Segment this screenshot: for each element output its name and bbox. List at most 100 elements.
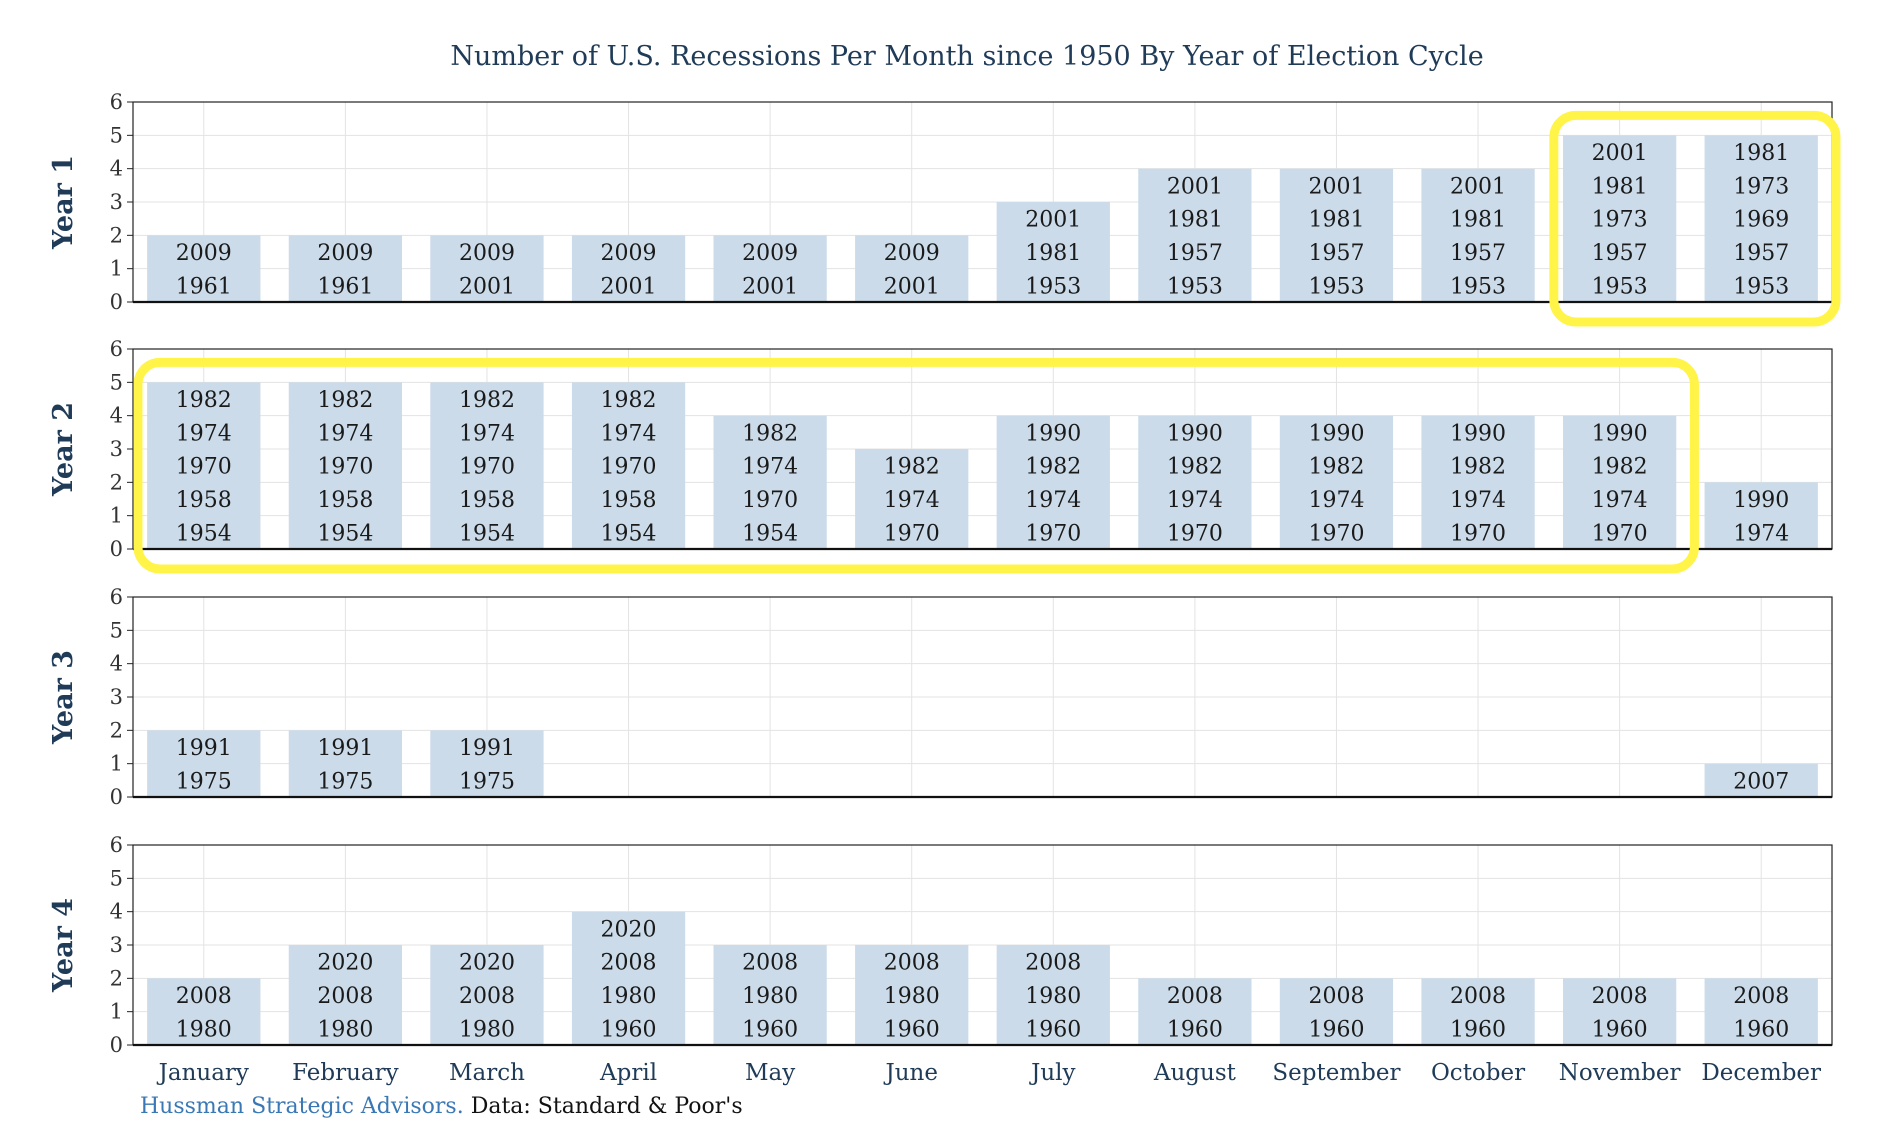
bar-year-label: 1960 bbox=[1308, 1017, 1364, 1042]
bar-year-label: 1970 bbox=[1308, 521, 1364, 546]
y-tick-label: 5 bbox=[110, 618, 123, 642]
bar-year-label: 1954 bbox=[176, 521, 232, 546]
bar-year-label: 2001 bbox=[884, 274, 940, 299]
y-tick-label: 3 bbox=[110, 190, 123, 214]
y-tick-label: 0 bbox=[110, 1033, 123, 1057]
bar-year-label: 1981 bbox=[1025, 241, 1081, 266]
bar-year-label: 1982 bbox=[1308, 455, 1364, 480]
bar-year-label: 1953 bbox=[1733, 274, 1789, 299]
x-tick-label: April bbox=[599, 1060, 657, 1086]
bar-year-label: 1990 bbox=[1167, 421, 1223, 446]
panel-1: 1961 2009 1961 2009 2001 2009 2001 2009 2001 2009… bbox=[48, 90, 1833, 314]
bar-year-label: 1960 bbox=[1167, 1017, 1223, 1042]
bar bbox=[147, 978, 261, 1045]
bar-year-label: 1980 bbox=[601, 984, 657, 1009]
bar-year-label: 2008 bbox=[1167, 984, 1223, 1009]
bar bbox=[288, 730, 403, 797]
bar-year-label: 1975 bbox=[459, 769, 515, 794]
bar-year-label: 1970 bbox=[601, 455, 657, 480]
bar-year-label: 1957 bbox=[1450, 241, 1506, 266]
bar-year-label: 1954 bbox=[601, 521, 657, 546]
bar bbox=[1421, 978, 1535, 1045]
bar-year-label: 1974 bbox=[317, 421, 373, 446]
bar bbox=[147, 382, 261, 549]
x-tick-label: July bbox=[1029, 1060, 1075, 1086]
bar-year-label: 2001 bbox=[1025, 208, 1081, 233]
bar-year-label: 1970 bbox=[884, 521, 940, 546]
bar-year-label: 1970 bbox=[459, 455, 515, 480]
bar-year-label: 1970 bbox=[1025, 521, 1081, 546]
bar-year-label: 1974 bbox=[176, 421, 232, 446]
bar-year-label: 1982 bbox=[176, 388, 232, 413]
bar-year-label: 1960 bbox=[1733, 1017, 1789, 1042]
bar-year-label: 1974 bbox=[459, 421, 515, 446]
bar bbox=[1704, 978, 1818, 1045]
bar-year-label: 1990 bbox=[1025, 421, 1081, 446]
y-tick-label: 4 bbox=[110, 900, 123, 924]
panel-label: Year 1 bbox=[48, 155, 79, 250]
y-tick-label: 3 bbox=[110, 933, 123, 957]
bar-year-label: 2008 bbox=[176, 984, 232, 1009]
y-tick-label: 1 bbox=[110, 1000, 123, 1024]
bar-year-label: 1982 bbox=[1592, 455, 1648, 480]
footer-data-credit: Data: Standard & Poor's bbox=[470, 1094, 743, 1119]
bar-year-label: 2020 bbox=[317, 951, 373, 976]
y-tick-label: 5 bbox=[110, 123, 123, 147]
bar-year-label: 1991 bbox=[317, 736, 373, 761]
highlight-box bbox=[1549, 110, 1841, 327]
bar-year-label: 1960 bbox=[742, 1017, 798, 1042]
x-tick-label: December bbox=[1701, 1060, 1821, 1086]
bar bbox=[996, 945, 1110, 1045]
y-tick-label: 4 bbox=[110, 652, 123, 676]
bar-year-label: 1990 bbox=[1450, 421, 1506, 446]
bar-year-label: 1982 bbox=[884, 455, 940, 480]
bar-year-label: 2001 bbox=[1450, 174, 1506, 199]
bar bbox=[1421, 415, 1535, 549]
bar-year-label: 1970 bbox=[1592, 521, 1648, 546]
bar bbox=[1279, 168, 1394, 302]
bar-year-label: 1970 bbox=[176, 455, 232, 480]
bar-year-label: 1974 bbox=[1592, 488, 1648, 513]
bar bbox=[855, 235, 969, 302]
footer: Hussman Strategic Advisors. Data: Standa… bbox=[140, 1094, 743, 1119]
bar-year-label: 1960 bbox=[1450, 1017, 1506, 1042]
y-tick-label: 4 bbox=[110, 404, 123, 428]
bar-year-label: 1970 bbox=[742, 488, 798, 513]
bar-year-label: 2007 bbox=[1733, 769, 1789, 794]
bar-year-label: 2009 bbox=[884, 241, 940, 266]
bar-year-label: 2008 bbox=[1025, 951, 1081, 976]
y-tick-label: 1 bbox=[110, 257, 123, 281]
bar-year-label: 2008 bbox=[742, 951, 798, 976]
bar bbox=[1421, 168, 1535, 302]
x-tick-label: October bbox=[1431, 1060, 1525, 1086]
bar-year-label: 1974 bbox=[884, 488, 940, 513]
bar-year-label: 1970 bbox=[1450, 521, 1506, 546]
x-tick-label: September bbox=[1272, 1060, 1400, 1086]
bar-year-label: 2008 bbox=[1450, 984, 1506, 1009]
bar-year-label: 2008 bbox=[1733, 984, 1789, 1009]
bar-year-label: 1960 bbox=[1025, 1017, 1081, 1042]
bar bbox=[430, 235, 544, 302]
bar-year-label: 2009 bbox=[317, 241, 373, 266]
bar-year-label: 1981 bbox=[1592, 174, 1648, 199]
bar-year-label: 1953 bbox=[1167, 274, 1223, 299]
bar bbox=[1704, 482, 1818, 549]
bar-year-label: 2001 bbox=[742, 274, 798, 299]
bar-year-label: 1981 bbox=[1167, 208, 1223, 233]
bar bbox=[1704, 135, 1818, 302]
panel-label: Year 2 bbox=[48, 402, 79, 497]
y-tick-label: 2 bbox=[110, 718, 123, 742]
bar-year-label: 1981 bbox=[1733, 141, 1789, 166]
bar-year-label: 1974 bbox=[1450, 488, 1506, 513]
bar-year-label: 2001 bbox=[601, 274, 657, 299]
bar-year-label: 1970 bbox=[1167, 521, 1223, 546]
panel-3: 1975 1991 1975 1991 1975 1991 2007 0 1 2 3 4 5 6 Year … bbox=[48, 585, 1833, 809]
bar-year-label: 1990 bbox=[1592, 421, 1648, 446]
y-tick-label: 6 bbox=[110, 833, 123, 857]
y-tick-label: 5 bbox=[110, 866, 123, 890]
bar bbox=[288, 945, 403, 1045]
bar bbox=[855, 945, 969, 1045]
chart-title: Number of U.S. Recessions Per Month sinc… bbox=[450, 41, 1483, 72]
bar bbox=[1279, 415, 1394, 549]
bar-year-label: 1974 bbox=[742, 455, 798, 480]
